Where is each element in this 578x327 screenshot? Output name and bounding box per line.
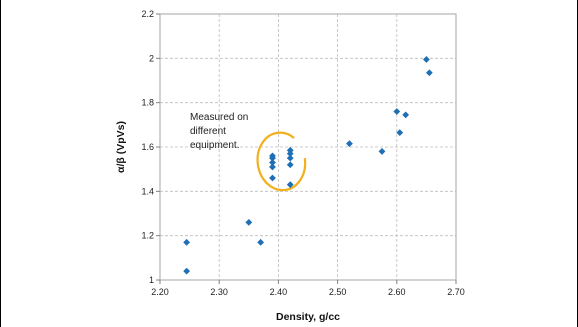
- y-tick-label: 1.8: [141, 98, 154, 108]
- x-tick-label: 2.70: [447, 287, 465, 297]
- y-tick-label: 1.4: [141, 186, 154, 196]
- data-points: [183, 56, 433, 274]
- x-tick-labels: 2.20 2.30 2.40 2.50 2.60 2.70: [151, 287, 465, 297]
- x-tick-label: 2.60: [388, 287, 406, 297]
- x-axis-title: Density, g/cc: [276, 311, 340, 323]
- data-point: [183, 239, 190, 246]
- x-tick-label: 2.30: [210, 287, 228, 297]
- annotation-text-line: equipment.: [190, 140, 239, 151]
- annotation-text-line: different: [190, 126, 226, 137]
- x-tick-label: 2.40: [270, 287, 288, 297]
- highlight-ellipse: [254, 130, 309, 194]
- data-point: [269, 175, 276, 182]
- annotation-text-line: Measured on: [190, 112, 248, 123]
- highlight-layer: [254, 130, 309, 194]
- data-point: [379, 148, 386, 155]
- y-tick-label: 1.2: [141, 231, 154, 241]
- data-point: [402, 111, 409, 118]
- data-point: [396, 129, 403, 136]
- x-tick-label: 2.50: [329, 287, 347, 297]
- annotation: Measured on different equipment.: [190, 112, 248, 151]
- data-point: [245, 219, 252, 226]
- y-axis-title: α/β (VpVs): [115, 121, 127, 173]
- y-tick-labels: 1 1.2 1.4 1.6 1.8 2 2.2: [141, 9, 154, 285]
- y-tick-label: 2.2: [141, 9, 154, 19]
- x-tick-label: 2.20: [151, 287, 169, 297]
- data-point: [426, 69, 433, 76]
- data-point: [183, 268, 190, 275]
- y-tick-label: 1: [149, 275, 154, 285]
- data-point: [423, 56, 430, 63]
- data-point: [393, 108, 400, 115]
- data-point: [346, 140, 353, 147]
- data-point: [257, 239, 264, 246]
- y-tick-label: 1.6: [141, 142, 154, 152]
- y-tick-label: 2: [149, 53, 154, 63]
- data-point: [287, 161, 294, 168]
